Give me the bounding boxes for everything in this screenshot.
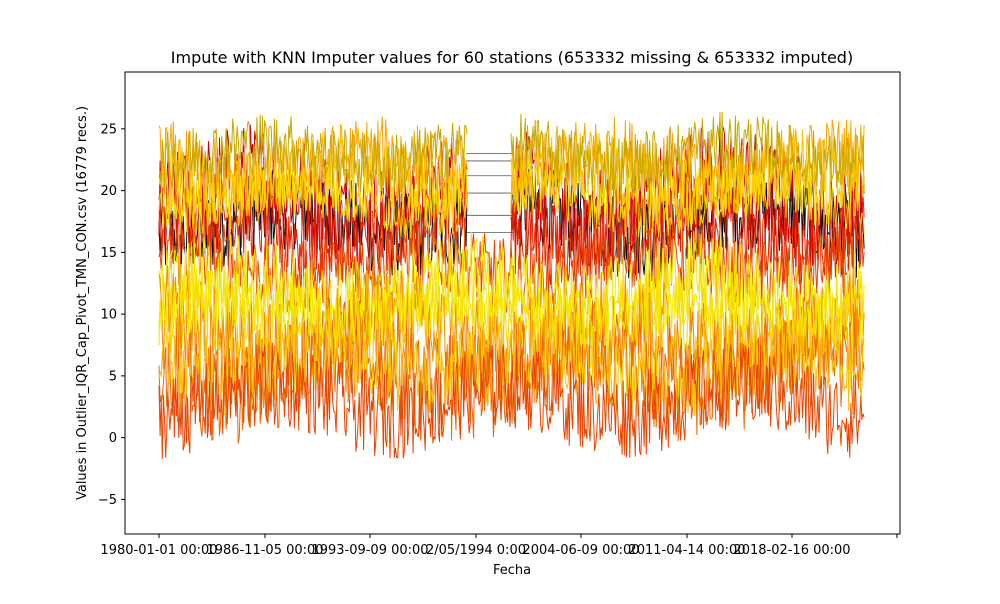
x-axis-label: Fecha: [493, 563, 531, 578]
y-tick-label: 5: [109, 369, 117, 384]
x-tick-label: 2004-06-09 00:00: [522, 543, 639, 558]
y-tick-label: 15: [100, 246, 117, 261]
axes-frame: [124, 71, 901, 535]
x-tick-label: 1986-11-05 00:00: [206, 543, 323, 558]
y-tick-label: 10: [100, 308, 117, 323]
y-tick-label: 20: [100, 184, 117, 199]
imputed-gap-lines: [466, 153, 513, 233]
chart-title: Impute with KNN Imputer values for 60 st…: [171, 48, 853, 67]
series-lines: [158, 111, 865, 460]
y-axis: −5 0 5 10 15 20 25: [98, 122, 125, 508]
x-tick-label: 2011-04-14 00:00: [628, 543, 745, 558]
x-tick-label: 2/05/1994 0:00: [426, 543, 526, 558]
series-line: [158, 342, 865, 460]
series-line: [158, 154, 865, 239]
x-tick-label: 1980-01-01 00:00: [100, 543, 217, 558]
y-tick-label: 0: [109, 431, 117, 446]
y-tick-label: −5: [98, 493, 117, 508]
series-line: [158, 230, 865, 348]
y-axis-label: Values in Outlier_IQR_Cap_Pivot_TMN_CON.…: [75, 106, 90, 500]
x-tick-label: 1993-09-09 00:00: [311, 543, 428, 558]
series-line: [158, 266, 865, 350]
series-line: [158, 111, 865, 195]
plot-area: [158, 111, 865, 460]
x-tick-label: 2018-02-16 00:00: [733, 543, 850, 558]
y-tick-label: 25: [100, 122, 117, 137]
